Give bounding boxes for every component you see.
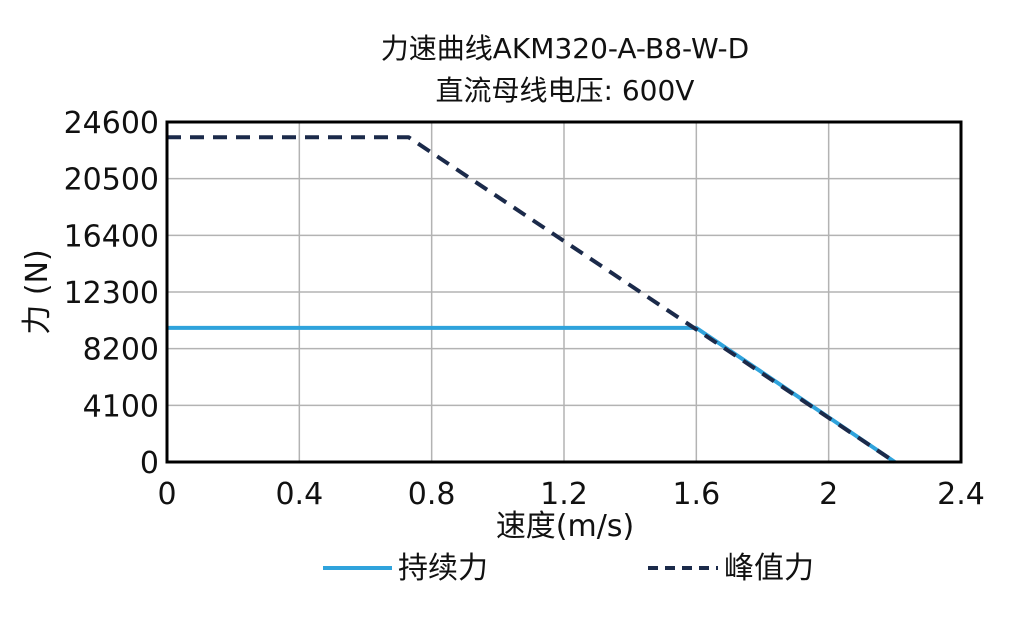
chart-subtitle: 直流母线电压: 600V: [436, 74, 695, 107]
grid-lines: [166, 121, 962, 463]
y-tick-label: 16400: [64, 219, 159, 254]
x-tick-label: 1.6: [672, 477, 720, 512]
chart-title: 力速曲线AKM320-A-B8-W-D: [381, 32, 749, 65]
y-tick-label: 0: [140, 446, 159, 481]
legend-peak-label: 峰值力: [724, 551, 814, 586]
plot-area-border: [165, 120, 963, 464]
x-tick-labels: 0 0.4 0.8 1.2 1.6 2 2.4: [157, 477, 984, 512]
x-axis-label: 速度(m/s): [496, 509, 634, 544]
x-tick-label: 2: [819, 477, 838, 512]
y-tick-labels: 0 4100 8200 12300 16400 20500 24600: [64, 106, 159, 481]
series-lines: [167, 135, 896, 464]
y-tick-label: 24600: [64, 106, 159, 141]
x-tick-label: 0.8: [408, 477, 456, 512]
x-tick-label: 0: [157, 477, 176, 512]
y-tick-label: 12300: [64, 276, 159, 311]
legend-continuous-label: 持续力: [398, 551, 488, 586]
y-tick-label: 8200: [83, 333, 159, 368]
y-tick-label: 4100: [83, 389, 159, 424]
y-axis-label: 力 (N): [20, 249, 55, 334]
y-tick-label: 20500: [64, 163, 159, 198]
x-tick-label: 2.4: [937, 477, 985, 512]
legend: 持续力 峰值力: [323, 551, 814, 586]
series-line-1: [167, 135, 896, 464]
x-tick-label: 1.2: [540, 477, 588, 512]
x-tick-label: 0.4: [275, 477, 323, 512]
